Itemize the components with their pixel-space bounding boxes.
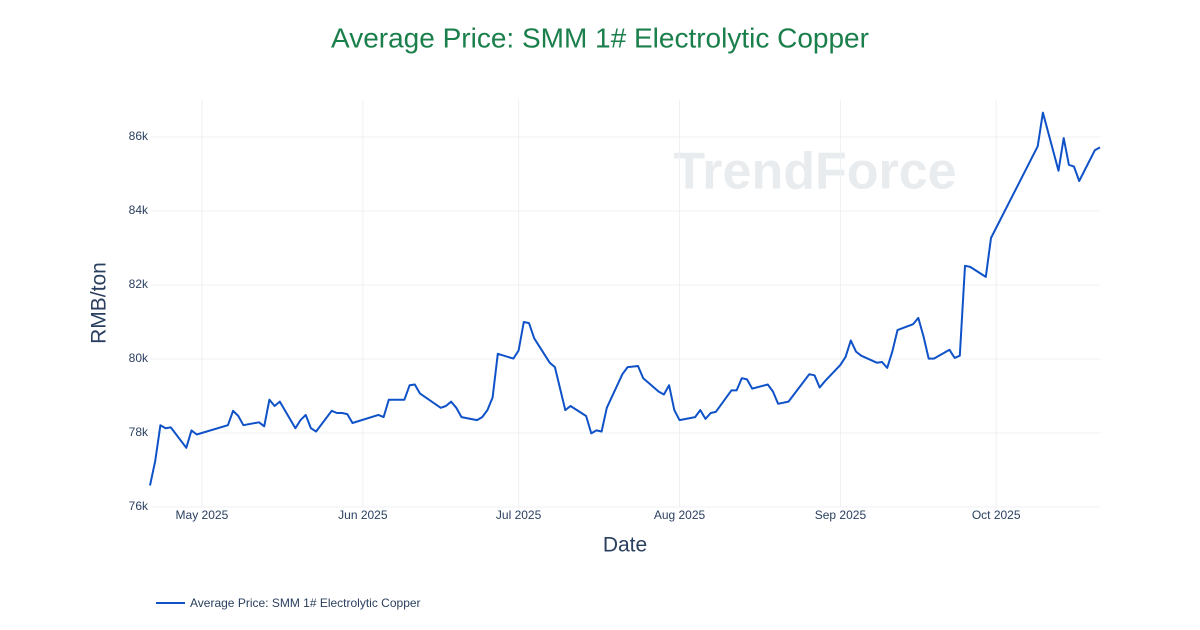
y-tick-label: 80k [129, 351, 149, 365]
y-tick-label: 82k [129, 277, 149, 291]
x-tick-label: Oct 2025 [972, 508, 1021, 522]
series-line [149, 111, 1101, 486]
x-axis-title: Date [603, 534, 647, 557]
x-tick-label: Jul 2025 [496, 508, 542, 522]
y-tick-label: 78k [129, 425, 149, 439]
watermark: TrendForce [673, 143, 956, 201]
y-axis-title: RMB/ton [88, 262, 111, 344]
x-tick-label: Sep 2025 [815, 508, 867, 522]
y-tick-label: 84k [129, 203, 149, 217]
y-tick-label: 76k [129, 499, 149, 513]
y-tick-label: 86k [129, 129, 149, 143]
x-tick-label: Jun 2025 [338, 508, 388, 522]
legend-label: Average Price: SMM 1# Electrolytic Coppe… [190, 596, 421, 610]
x-tick-label: Aug 2025 [654, 508, 706, 522]
x-tick-label: May 2025 [176, 508, 229, 522]
chart-title: Average Price: SMM 1# Electrolytic Coppe… [331, 22, 869, 53]
